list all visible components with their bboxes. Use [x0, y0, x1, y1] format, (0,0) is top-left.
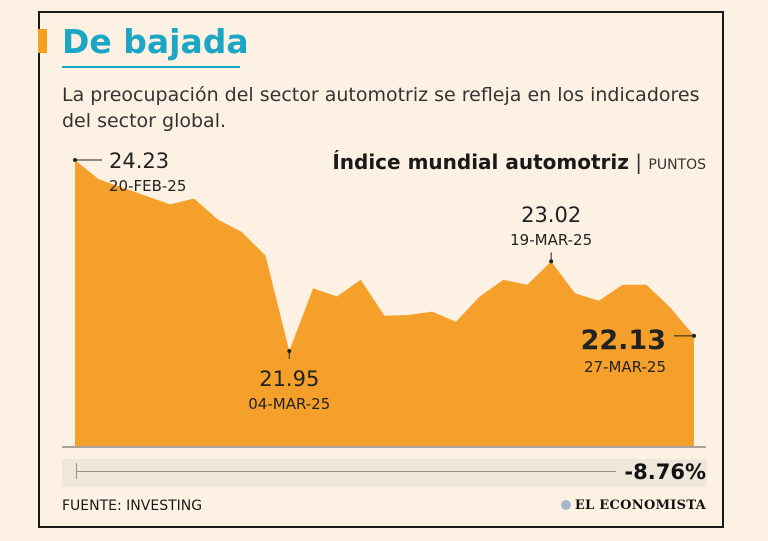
data-label: 24.23 [109, 149, 169, 173]
subtitle: La preocupación del sector automotriz se… [62, 84, 700, 132]
data-label: 21.95 [259, 367, 319, 391]
data-label: 22.13 [581, 325, 666, 356]
accent-bar [38, 29, 47, 53]
chart-unit: PUNTOS [648, 157, 706, 173]
chart-title-block: Índice mundial automotriz | PUNTOS [332, 150, 706, 174]
brand-logo: EL ECONOMISTA [560, 498, 706, 513]
title-separator: | [635, 150, 649, 174]
source-note: FUENTE: INVESTING [62, 498, 203, 514]
change-line [76, 471, 616, 472]
change-band [62, 459, 707, 487]
date-label: 27-MAR-25 [584, 358, 666, 376]
title-underline [62, 66, 240, 68]
brand-name: EL ECONOMISTA [574, 498, 706, 513]
data-label: 23.02 [521, 203, 581, 227]
date-label: 19-MAR-25 [510, 231, 592, 249]
date-label: 20-FEB-25 [109, 177, 186, 195]
globe-icon [560, 500, 571, 510]
chart-title: Índice mundial automotriz [332, 150, 629, 174]
series-area [75, 160, 694, 446]
change-value: -8.76% [624, 460, 706, 484]
page-title: De bajada [62, 22, 249, 61]
date-label: 04-MAR-25 [248, 395, 330, 413]
